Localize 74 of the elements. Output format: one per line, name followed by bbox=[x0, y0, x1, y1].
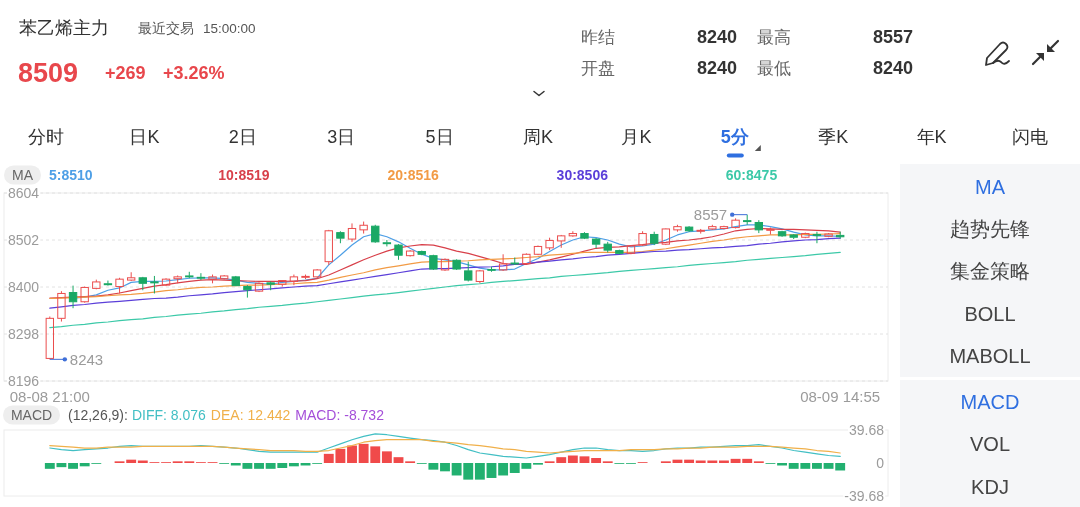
bar bbox=[393, 457, 404, 463]
text: 5日 bbox=[425, 127, 454, 147]
line-series bbox=[49, 439, 841, 454]
text: 闪电 bbox=[1012, 127, 1048, 147]
chart-subtitle: (12,26,9): bbox=[68, 407, 128, 423]
bar bbox=[486, 463, 497, 478]
text: 昨结 bbox=[581, 27, 615, 47]
text: 8240 bbox=[697, 58, 738, 78]
text: 8509 bbox=[18, 58, 79, 88]
text: 最近交易 bbox=[138, 20, 194, 36]
line-series bbox=[49, 251, 841, 329]
bar bbox=[498, 463, 509, 476]
text: 3日 bbox=[327, 127, 356, 147]
text: 最高 bbox=[757, 27, 791, 47]
text: 开盘 bbox=[581, 58, 615, 78]
text: 8557 bbox=[873, 27, 914, 47]
text: +269 bbox=[105, 63, 146, 83]
text: MABOLL bbox=[949, 345, 1031, 367]
text: BOLL bbox=[964, 303, 1016, 325]
y-tick-label: -39.68 bbox=[844, 488, 885, 504]
bar bbox=[254, 463, 264, 469]
text: 2日 bbox=[228, 127, 257, 147]
bar bbox=[591, 458, 602, 463]
text: 8240 bbox=[873, 58, 914, 78]
bar bbox=[567, 455, 578, 463]
text: 8240 bbox=[697, 27, 738, 47]
text: 分时 bbox=[28, 127, 64, 147]
text: 集金策略 bbox=[950, 260, 1030, 282]
text: 10:8519 bbox=[218, 167, 270, 183]
text: +3.26% bbox=[163, 63, 225, 83]
text: 5:8510 bbox=[49, 167, 93, 183]
x-tick-label: 08-08 21:00 bbox=[9, 387, 90, 405]
y-tick-label: 8400 bbox=[8, 279, 40, 295]
bar bbox=[68, 463, 78, 469]
annotation: 8557 bbox=[693, 206, 728, 224]
bar bbox=[579, 456, 590, 463]
bar bbox=[288, 463, 299, 467]
bar bbox=[684, 459, 695, 463]
bar bbox=[126, 459, 137, 463]
text: 30:8506 bbox=[556, 167, 609, 183]
text: 月K bbox=[621, 127, 652, 147]
annotation: 8243 bbox=[69, 350, 104, 368]
bar bbox=[347, 445, 357, 463]
y-tick-label: 8502 bbox=[8, 232, 40, 248]
text: 周K bbox=[522, 127, 554, 147]
text: MA bbox=[975, 176, 1006, 198]
text: KDJ bbox=[971, 476, 1009, 498]
text: 苯乙烯主力 bbox=[19, 18, 109, 38]
text: 年K bbox=[916, 127, 947, 147]
bar bbox=[381, 451, 392, 463]
text: 日K bbox=[129, 127, 160, 147]
x-tick-label: 08-09 14:55 bbox=[800, 387, 881, 405]
text: 最低 bbox=[757, 58, 791, 78]
text: 5分 bbox=[720, 127, 750, 147]
y-tick-label: 0 bbox=[876, 455, 885, 471]
bar bbox=[474, 463, 485, 480]
text: MACD: -8.732 bbox=[295, 407, 385, 423]
bar bbox=[440, 463, 450, 472]
bar bbox=[812, 463, 822, 469]
series-label: DIFF: 8.076 bbox=[131, 407, 207, 423]
text: 趋势先锋 bbox=[950, 218, 1030, 240]
y-tick-label: 8196 bbox=[8, 373, 40, 389]
y-tick-label: 8604 bbox=[8, 185, 40, 201]
text: 15:00:00 bbox=[203, 20, 256, 36]
series-label: DEA: 12.442 bbox=[210, 407, 291, 423]
text: 60:8475 bbox=[725, 167, 778, 183]
text: MACD bbox=[960, 391, 1020, 413]
text: VOL bbox=[969, 433, 1011, 455]
legend-title: MA bbox=[12, 167, 34, 183]
text: 季K bbox=[818, 127, 849, 147]
y-tick-label: 8298 bbox=[8, 326, 40, 342]
y-tick-label: 39.68 bbox=[848, 422, 885, 438]
legend-title: MACD bbox=[10, 407, 53, 423]
text: 20:8516 bbox=[387, 167, 439, 183]
